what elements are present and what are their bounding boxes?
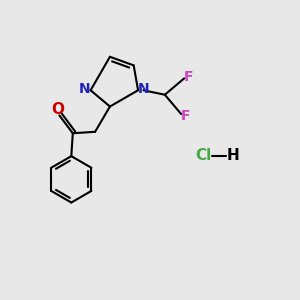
Text: N: N (79, 82, 91, 96)
Text: O: O (51, 102, 64, 117)
Text: F: F (184, 70, 194, 84)
Text: N: N (138, 82, 150, 96)
Text: F: F (181, 109, 190, 122)
Text: H: H (227, 148, 240, 164)
Text: Cl: Cl (195, 148, 212, 164)
